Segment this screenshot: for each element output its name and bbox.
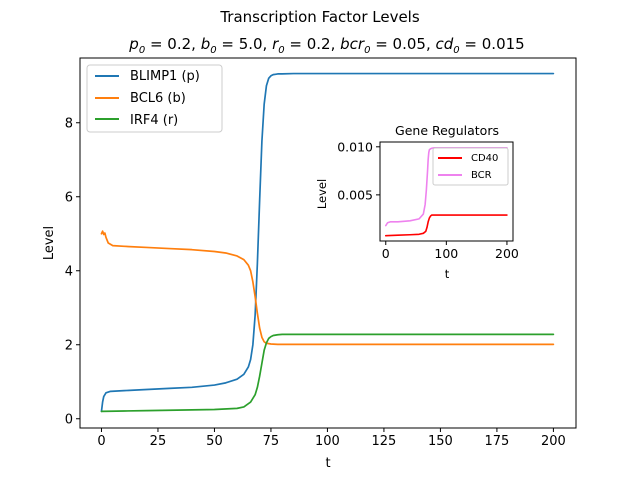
main-y-tick-label: 0 <box>65 412 73 427</box>
inset-legend: CD40 BCR <box>432 147 509 186</box>
main-x-tick-label: 25 <box>150 434 167 449</box>
main-y-ticks: 0 2 4 6 8 <box>65 116 80 427</box>
inset-y-ticks: 0.005 0.010 <box>337 139 380 202</box>
inset-series-line-cd40 <box>384 214 508 237</box>
main-series-lines <box>100 72 555 413</box>
main-plot-area: 0 25 50 75 100 125 150 175 200 0 2 4 6 8 t Level <box>42 57 577 471</box>
main-x-tick-label: 125 <box>372 434 397 449</box>
inset-x-axis-label: t <box>445 267 450 281</box>
main-x-tick-label: 75 <box>263 434 280 449</box>
inset-y-axis-label: Level <box>315 179 329 209</box>
main-x-tick-label: 0 <box>97 434 105 449</box>
main-y-tick-label: 2 <box>65 338 73 353</box>
legend-label-irf4: IRF4 (r) <box>130 113 178 128</box>
main-axes-frame <box>79 57 577 429</box>
main-legend-box <box>86 64 223 133</box>
main-legend: BLIMP1 (p) BCL6 (b) IRF4 (r) <box>86 64 223 133</box>
main-x-tick-label: 200 <box>541 434 566 449</box>
main-x-tick-label: 150 <box>428 434 453 449</box>
chart-title: Transcription Factor Levels <box>219 8 420 26</box>
legend-label-cd40: CD40 <box>471 153 498 164</box>
main-y-tick-label: 6 <box>65 190 73 205</box>
main-x-tick-label: 100 <box>315 434 340 449</box>
legend-label-blimp1: BLIMP1 (p) <box>130 69 200 84</box>
main-x-tick-label: 175 <box>484 434 509 449</box>
legend-label-bcl6: BCL6 (b) <box>130 91 186 106</box>
inset-y-tick-label: 0.005 <box>337 187 373 202</box>
main-x-ticks: 0 25 50 75 100 125 150 175 200 <box>97 428 566 449</box>
main-series-line-irf4-r <box>100 333 555 413</box>
main-y-axis-label: Level <box>42 226 57 260</box>
inset-x-ticks: 0 100 200 <box>382 241 519 261</box>
main-y-tick-label: 4 <box>65 264 73 279</box>
inset-title: Gene Regulators <box>395 123 499 138</box>
main-series-line-bcl6-b <box>100 230 555 346</box>
inset-y-tick-label: 0.010 <box>337 139 373 154</box>
main-x-tick-label: 50 <box>206 434 223 449</box>
main-x-axis-label: t <box>325 456 330 471</box>
inset-x-tick-label: 100 <box>434 246 458 261</box>
inset-x-tick-label: 0 <box>382 246 390 261</box>
main-series-line-blimp1-p <box>100 72 555 413</box>
main-y-tick-label: 8 <box>65 116 73 131</box>
inset-x-tick-label: 200 <box>495 246 519 261</box>
legend-label-bcr: BCR <box>471 170 492 181</box>
chart-subtitle: p0 = 0.2, b0 = 5.0, r0 = 0.2, bcr0 = 0.0… <box>128 35 524 56</box>
